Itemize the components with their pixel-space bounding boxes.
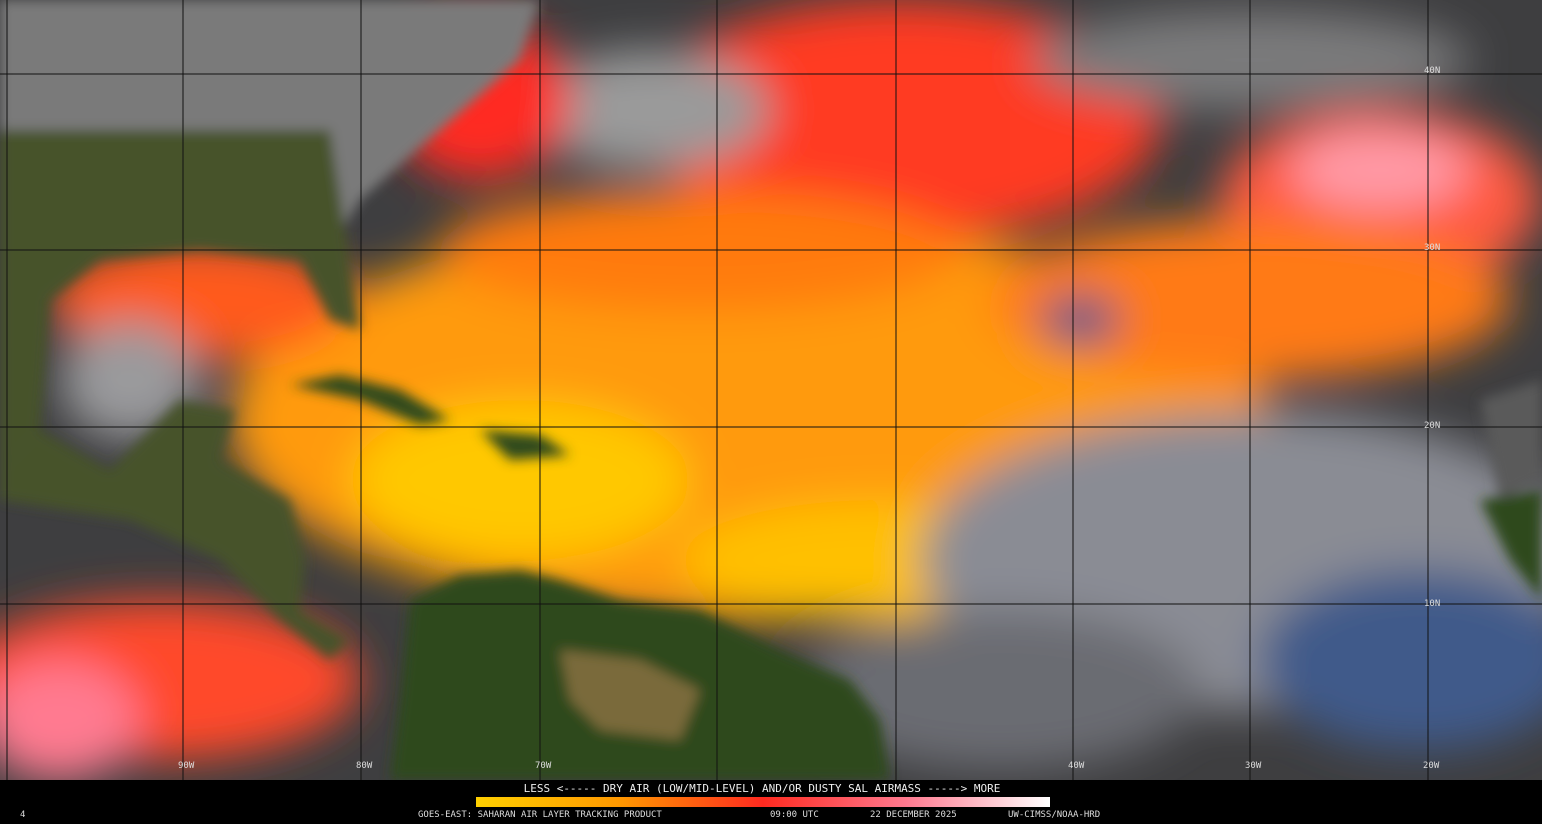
lon-label: 90W [178,761,195,771]
credit-label: UW-CIMSS/NOAA-HRD [1008,810,1100,820]
legend-text: LESS <----- DRY AIR (LOW/MID-LEVEL) AND/… [524,782,1001,795]
lat-label: 10N [1424,599,1440,609]
lat-label: 40N [1424,66,1440,76]
lon-label: 40W [1068,761,1085,771]
lon-label: 80W [356,761,373,771]
lon-label: 70W [535,761,552,771]
corner-label: 4 [20,810,25,820]
lat-label: 20N [1424,421,1440,431]
time-label: 09:00 UTC [770,810,819,820]
lon-label: 20W [1423,761,1440,771]
product-label: GOES-EAST: SAHARAN AIR LAYER TRACKING PR… [418,810,662,820]
graticule [0,0,1542,780]
date-label: 22 DECEMBER 2025 [870,810,957,820]
lat-label: 30N [1424,243,1440,253]
map-imagery: 40N 30N 20N 10N 90W 80W 70W 40W 30W 20W [0,0,1542,780]
color-scale [476,797,1050,807]
lon-label: 30W [1245,761,1262,771]
